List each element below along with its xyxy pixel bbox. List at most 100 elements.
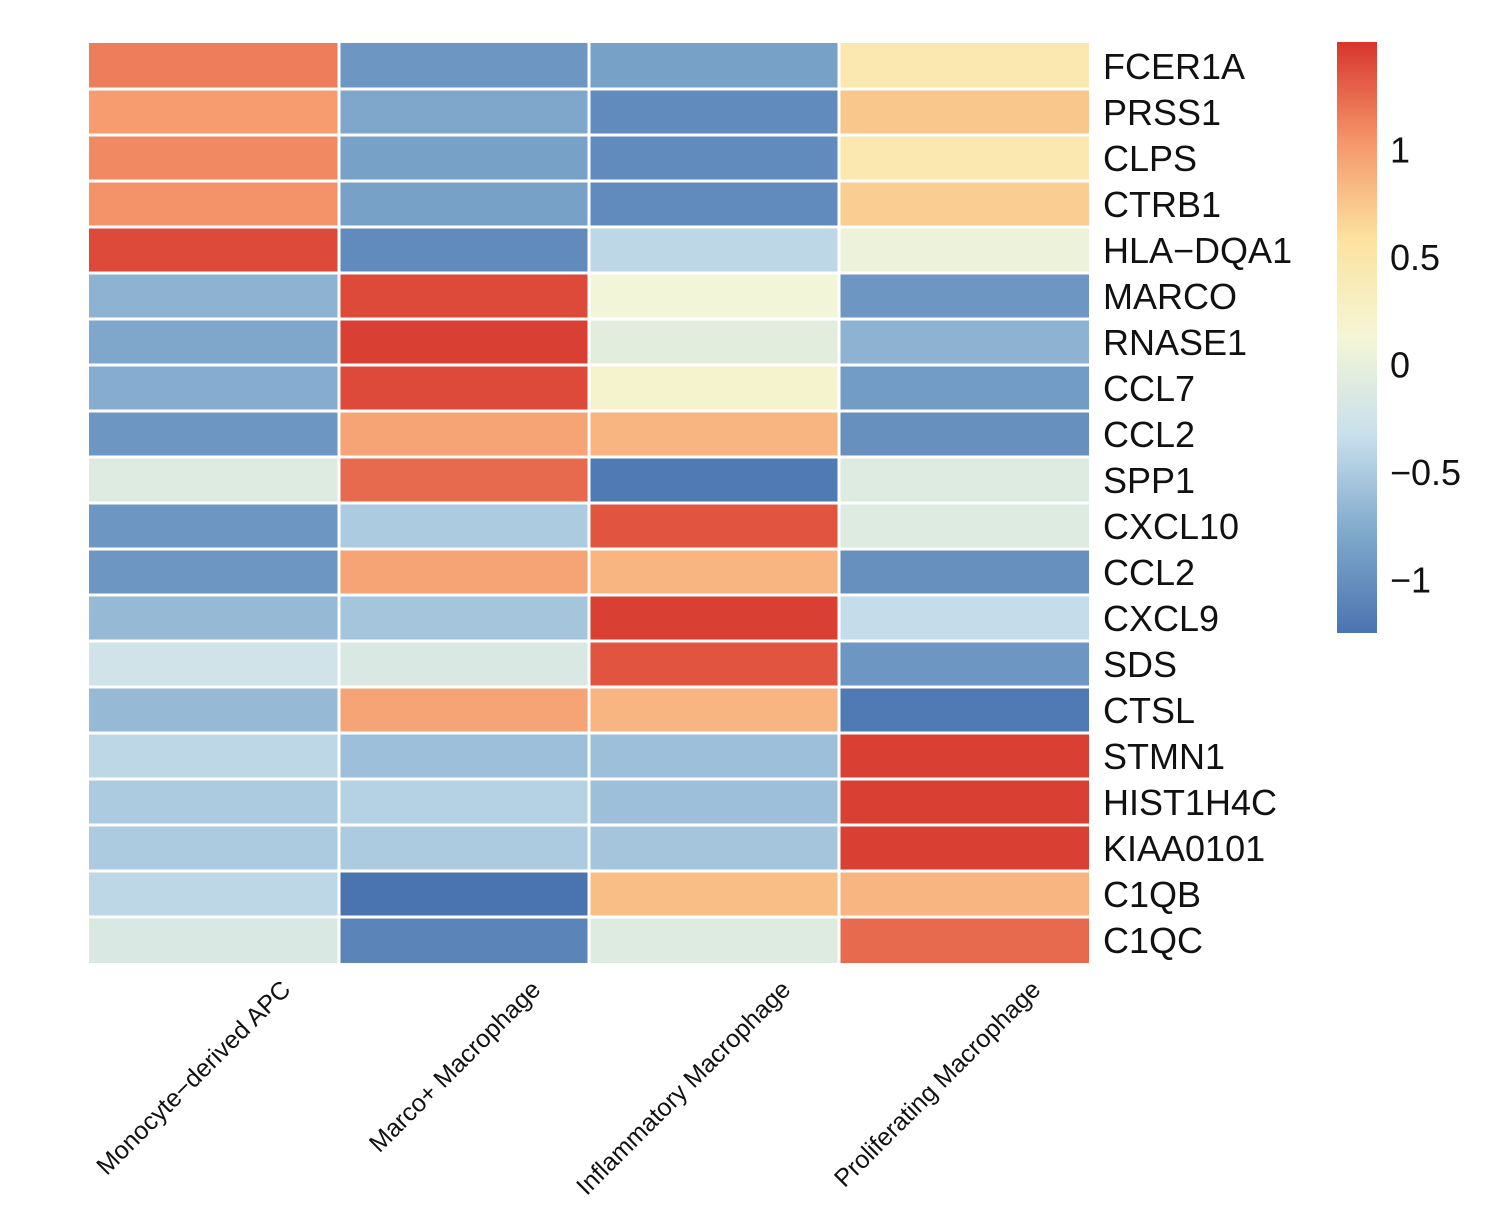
row-label-clps: CLPS: [1103, 138, 1197, 179]
cell-hist1h4c-monocyte-derived-apc: [89, 780, 338, 824]
cell-prss1-marco-macrophage: [340, 90, 588, 134]
cell-kiaa0101-proliferating-macrophage: [840, 826, 1089, 870]
cell-marco-marco-macrophage: [340, 274, 588, 318]
colorbar-ticks: 1 0.5 0 −0.5 −1: [1390, 129, 1461, 600]
cell-ccl2-marco-macrophage: [340, 412, 588, 456]
cell-ctrb1-inflammatory-macrophage: [590, 182, 838, 226]
cell-marco-proliferating-macrophage: [840, 274, 1089, 318]
column-labels: Monocyte−derived APC Marco+ Macrophage Inf…: [91, 975, 1046, 1200]
cell-c1qb-inflammatory-macrophage: [590, 872, 838, 916]
cell-marco-monocyte-derived-apc: [89, 274, 338, 318]
cell-ctsl-inflammatory-macrophage: [590, 688, 838, 732]
cell-kiaa0101-inflammatory-macrophage: [590, 826, 838, 870]
row-label-hist1h4c: HIST1H4C: [1103, 782, 1277, 823]
cell-prss1-monocyte-derived-apc: [89, 90, 338, 134]
cell-rnase1-monocyte-derived-apc: [89, 320, 338, 364]
cell-ctrb1-proliferating-macrophage: [840, 182, 1089, 226]
cell-spp1-proliferating-macrophage: [840, 458, 1089, 502]
row-labels: FCER1A PRSS1 CLPS CTRB1 HLA−DQA1 MARCO RNASE1 C…: [1103, 46, 1292, 961]
cell-ccl7-marco-macrophage: [340, 366, 588, 410]
cell-clps-proliferating-macrophage: [840, 136, 1089, 180]
cell-cxcl10-inflammatory-macrophage: [590, 504, 838, 548]
cell-fcer1a-monocyte-derived-apc: [89, 43, 338, 88]
cell-spp1-marco-macrophage: [340, 458, 588, 502]
cell-hist1h4c-proliferating-macrophage: [840, 780, 1089, 824]
cell-stmn1-monocyte-derived-apc: [89, 734, 338, 778]
row-label-sds: SDS: [1103, 644, 1177, 685]
cell-ccl2-inflammatory-macrophage: [590, 412, 838, 456]
cell-sds-proliferating-macrophage: [840, 642, 1089, 686]
cell-spp1-inflammatory-macrophage: [590, 458, 838, 502]
cell-c1qc-proliferating-macrophage: [840, 918, 1089, 963]
cell-cxcl10-marco-macrophage: [340, 504, 588, 548]
cell-sds-marco-macrophage: [340, 642, 588, 686]
cell-fcer1a-inflammatory-macrophage: [590, 43, 838, 88]
cell-c1qb-monocyte-derived-apc: [89, 872, 338, 916]
column-label-monocyte-derived-apc: Monocyte−derived APC: [91, 975, 296, 1180]
cell-ccl2-proliferating-macrophage: [840, 550, 1089, 594]
cell-c1qb-proliferating-macrophage: [840, 872, 1089, 916]
cell-cxcl9-inflammatory-macrophage: [590, 596, 838, 640]
cell-c1qb-marco-macrophage: [340, 872, 588, 916]
legend-tick-0: 1: [1390, 129, 1410, 170]
row-label-ctsl: CTSL: [1103, 690, 1195, 731]
cell-fcer1a-marco-macrophage: [340, 43, 588, 88]
cell-ccl7-monocyte-derived-apc: [89, 366, 338, 410]
cell-c1qc-marco-macrophage: [340, 918, 588, 963]
cell-ccl7-inflammatory-macrophage: [590, 366, 838, 410]
row-label-fcer1a: FCER1A: [1103, 46, 1245, 87]
cell-fcer1a-proliferating-macrophage: [840, 43, 1089, 88]
cell-rnase1-inflammatory-macrophage: [590, 320, 838, 364]
cell-stmn1-marco-macrophage: [340, 734, 588, 778]
cell-sds-inflammatory-macrophage: [590, 642, 838, 686]
row-label-rnase1: RNASE1: [1103, 322, 1247, 363]
cell-ctsl-proliferating-macrophage: [840, 688, 1089, 732]
cell-prss1-proliferating-macrophage: [840, 90, 1089, 134]
cell-cxcl9-marco-macrophage: [340, 596, 588, 640]
column-label-inflammatory-macrophage: Inflammatory Macrophage: [571, 975, 796, 1200]
cell-cxcl10-proliferating-macrophage: [840, 504, 1089, 548]
cell-kiaa0101-marco-macrophage: [340, 826, 588, 870]
row-label-marco: MARCO: [1103, 276, 1237, 317]
legend-tick-2: 0: [1390, 344, 1410, 385]
cell-marco-inflammatory-macrophage: [590, 274, 838, 318]
cell-cxcl9-proliferating-macrophage: [840, 596, 1089, 640]
cell-stmn1-inflammatory-macrophage: [590, 734, 838, 778]
row-label-cxcl9: CXCL9: [1103, 598, 1219, 639]
cell-clps-marco-macrophage: [340, 136, 588, 180]
cell-ccl2-marco-macrophage: [340, 550, 588, 594]
row-label-ctrb1: CTRB1: [1103, 184, 1221, 225]
cell-c1qc-inflammatory-macrophage: [590, 918, 838, 963]
row-label-hla-dqa1: HLA−DQA1: [1103, 230, 1292, 271]
cell-ccl2-monocyte-derived-apc: [89, 550, 338, 594]
row-label-spp1: SPP1: [1103, 460, 1195, 501]
cell-rnase1-proliferating-macrophage: [840, 320, 1089, 364]
cell-ccl2-monocyte-derived-apc: [89, 412, 338, 456]
legend-tick-3: −0.5: [1390, 452, 1461, 493]
row-label-stmn1: STMN1: [1103, 736, 1225, 777]
cell-stmn1-proliferating-macrophage: [840, 734, 1089, 778]
cell-prss1-inflammatory-macrophage: [590, 90, 838, 134]
cell-ccl2-proliferating-macrophage: [840, 412, 1089, 456]
cell-c1qc-monocyte-derived-apc: [89, 918, 338, 963]
cell-sds-monocyte-derived-apc: [89, 642, 338, 686]
row-label-ccl2: CCL2: [1103, 414, 1195, 455]
cell-ccl7-proliferating-macrophage: [840, 366, 1089, 410]
cell-hist1h4c-marco-macrophage: [340, 780, 588, 824]
cell-ctsl-monocyte-derived-apc: [89, 688, 338, 732]
legend-tick-1: 0.5: [1390, 237, 1440, 278]
cell-hist1h4c-inflammatory-macrophage: [590, 780, 838, 824]
cell-hla-dqa1-marco-macrophage: [340, 228, 588, 272]
row-label-c1qc: C1QC: [1103, 920, 1203, 961]
cell-cxcl9-monocyte-derived-apc: [89, 596, 338, 640]
cell-ccl2-inflammatory-macrophage: [590, 550, 838, 594]
row-label-ccl7: CCL7: [1103, 368, 1195, 409]
cell-ctrb1-marco-macrophage: [340, 182, 588, 226]
row-label-prss1: PRSS1: [1103, 92, 1221, 133]
cell-clps-monocyte-derived-apc: [89, 136, 338, 180]
row-label-ccl2: CCL2: [1103, 552, 1195, 593]
legend-tick-4: −1: [1390, 559, 1431, 600]
cell-spp1-monocyte-derived-apc: [89, 458, 338, 502]
heatmap-cells: [89, 43, 1089, 963]
